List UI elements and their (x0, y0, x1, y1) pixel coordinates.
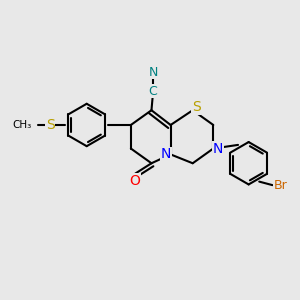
Text: Br: Br (274, 178, 287, 192)
Text: S: S (192, 100, 201, 114)
Text: C: C (148, 85, 157, 98)
Text: S: S (46, 118, 55, 132)
Text: CH₃: CH₃ (13, 120, 32, 130)
Text: N: N (161, 147, 171, 161)
Text: O: O (129, 174, 140, 188)
Text: N: N (148, 66, 158, 79)
Text: N: N (212, 142, 223, 155)
